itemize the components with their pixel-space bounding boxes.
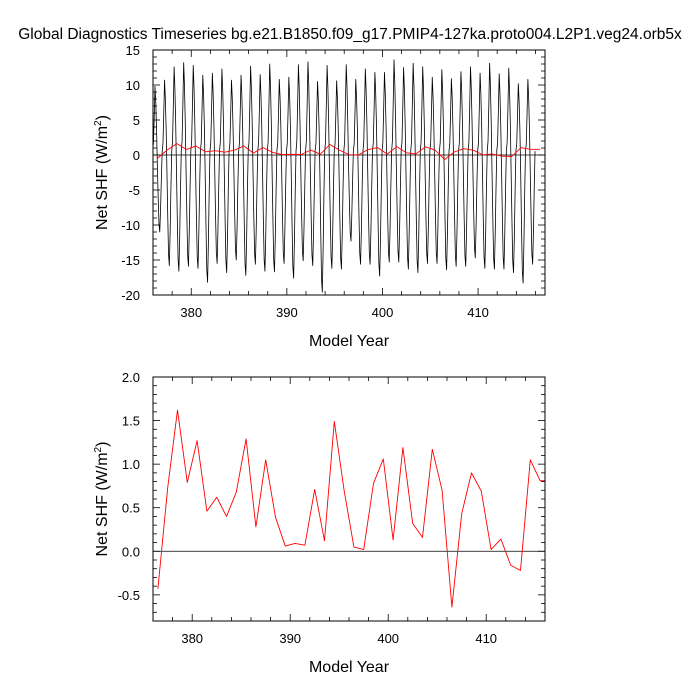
x-tick-label: 410 <box>467 305 489 320</box>
chart-2: 380 390 400 410 -0.5 0.0 0.5 1.0 1.5 2.0 Model Yea… <box>93 370 546 676</box>
monthly-series-line <box>153 59 536 293</box>
x-tick-label: 400 <box>372 305 394 320</box>
y-tick-label: 5 <box>133 113 140 128</box>
y-axis-label: Net SHF (W/m2) <box>93 442 111 557</box>
chart-1: 380 390 400 410 -20 -15 -10 -5 0 5 10 15 Model Year N… <box>93 43 546 350</box>
x-tick-label: 390 <box>279 631 301 646</box>
y-tick-label: 0 <box>133 148 140 163</box>
y-tick-label: 1.5 <box>122 414 140 429</box>
annual-series-line <box>157 409 545 608</box>
y-tick-label: -0.5 <box>118 588 140 603</box>
x-axis-label: Model Year <box>309 333 390 350</box>
y-tick-label: -20 <box>121 288 140 303</box>
x-tick-label: 390 <box>276 305 298 320</box>
y-tick-label: -10 <box>121 218 140 233</box>
x-tick-label: 400 <box>377 631 399 646</box>
y-tick-label: 0.5 <box>122 501 140 516</box>
annual-series-line <box>157 143 541 160</box>
x-tick-label: 380 <box>180 305 202 320</box>
x-tick-label: 410 <box>475 631 497 646</box>
page-title: Global Diagnostics Timeseries bg.e21.B18… <box>18 26 682 43</box>
y-tick-label: -5 <box>128 183 140 198</box>
y-tick-label: 1.0 <box>122 457 140 472</box>
y-axis-label: Net SHF (W/m2) <box>93 115 111 230</box>
x-axis-label: Model Year <box>309 659 390 676</box>
plot-frame <box>152 376 546 622</box>
y-tick-label: -15 <box>121 253 140 268</box>
y-tick-label: 2.0 <box>122 370 140 385</box>
y-tick-label: 15 <box>126 43 140 58</box>
y-tick-label: 0.0 <box>122 544 140 559</box>
y-tick-label: 10 <box>126 78 140 93</box>
x-tick-label: 380 <box>181 631 203 646</box>
plot-frame <box>152 49 546 296</box>
